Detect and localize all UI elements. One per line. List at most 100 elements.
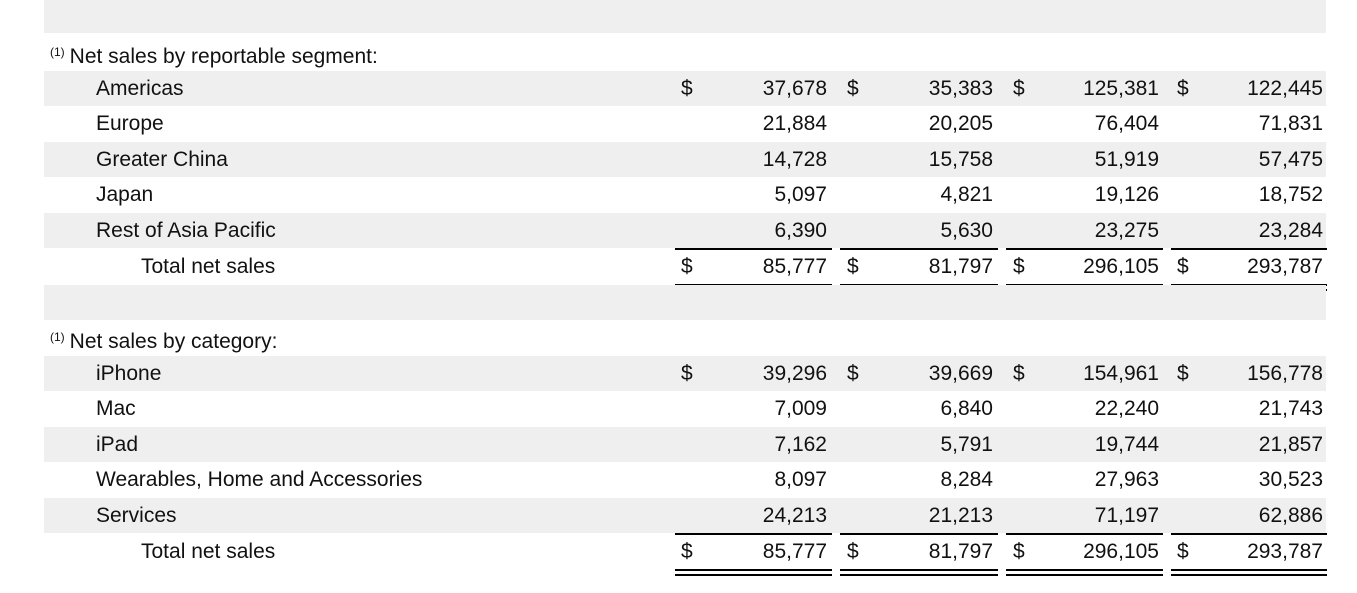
single-underline — [1171, 533, 1327, 535]
value-cell: 19,744 — [1094, 433, 1159, 456]
value-cell: 81,797 — [928, 255, 993, 278]
currency-symbol: $ — [847, 77, 859, 100]
value-cell: 24,213 — [762, 504, 827, 527]
single-underline — [1006, 248, 1163, 250]
footnote-marker: (1) — [50, 330, 65, 344]
double-underline — [840, 569, 998, 571]
single-underline — [1171, 248, 1327, 250]
double-underline — [1006, 569, 1163, 571]
value-cell: 21,213 — [928, 504, 993, 527]
value-cell: 81,797 — [928, 540, 993, 563]
value-cell: 71,197 — [1094, 504, 1159, 527]
value-cell: 62,886 — [1258, 504, 1323, 527]
table-row: Wearables, Home and Accessories 8,097 8,28… — [44, 462, 1326, 497]
table-row: Americas $37,678 $35,383 $125,381 $122,445 — [44, 71, 1326, 106]
footnote-marker: (1) — [50, 45, 65, 59]
double-underline — [675, 574, 832, 576]
section-heading: (1) Net sales by reportable segment: — [50, 35, 378, 70]
currency-symbol: $ — [1177, 255, 1189, 278]
row-label: Greater China — [96, 148, 228, 171]
currency-symbol: $ — [1177, 540, 1189, 563]
value-cell: 296,105 — [1083, 255, 1159, 278]
table-row: iPad 7,162 5,791 19,744 21,857 — [44, 427, 1326, 462]
double-underline — [1171, 574, 1327, 576]
value-cell: 7,162 — [774, 433, 827, 456]
total-label: Total net sales — [141, 255, 276, 278]
table-row: Services 24,213 21,213 71,197 62,886 — [44, 498, 1326, 533]
value-cell: 71,831 — [1258, 112, 1323, 135]
currency-symbol: $ — [1013, 362, 1025, 385]
value-cell: 20,205 — [928, 112, 993, 135]
value-cell: 125,381 — [1083, 77, 1159, 100]
table-row: Rest of Asia Pacific 6,390 5,630 23,275 23,2… — [44, 213, 1326, 248]
value-cell: 85,777 — [762, 540, 827, 563]
value-cell: 39,669 — [928, 362, 993, 385]
value-cell: 15,758 — [928, 148, 993, 171]
value-cell: 21,857 — [1258, 433, 1323, 456]
row-label: Americas — [96, 77, 184, 100]
value-cell: 5,791 — [940, 433, 993, 456]
value-cell: 35,383 — [928, 77, 993, 100]
row-label: Europe — [96, 112, 164, 135]
value-cell: 5,097 — [774, 183, 827, 206]
value-cell: 22,240 — [1094, 397, 1159, 420]
value-cell: 18,752 — [1258, 183, 1323, 206]
value-cell: 293,787 — [1247, 255, 1323, 278]
value-cell: 8,284 — [940, 468, 993, 491]
row-label: iPhone — [96, 362, 162, 385]
section-title: Net sales by reportable segment: — [69, 45, 378, 68]
value-cell: 5,630 — [940, 219, 993, 242]
table-row: Europe 21,884 20,205 76,404 71,831 — [44, 106, 1326, 141]
value-cell: 23,275 — [1094, 219, 1159, 242]
total-row: Total net sales $85,777 $81,797 $296,105 $29… — [44, 249, 1326, 284]
row-label: Wearables, Home and Accessories — [96, 468, 423, 491]
double-underline — [675, 569, 832, 571]
currency-symbol: $ — [847, 540, 859, 563]
value-cell: 51,919 — [1094, 148, 1159, 171]
value-cell: 156,778 — [1247, 362, 1323, 385]
value-cell: 19,126 — [1094, 183, 1159, 206]
row-label: Rest of Asia Pacific — [96, 219, 276, 242]
currency-symbol: $ — [681, 540, 693, 563]
value-cell: 39,296 — [762, 362, 827, 385]
table-row: Japan 5,097 4,821 19,126 18,752 — [44, 177, 1326, 212]
value-cell: 6,840 — [940, 397, 993, 420]
currency-symbol: $ — [1013, 255, 1025, 278]
currency-symbol: $ — [1013, 77, 1025, 100]
double-underline — [840, 574, 998, 576]
value-cell: 21,884 — [762, 112, 827, 135]
value-cell: 6,390 — [774, 219, 827, 242]
value-cell: 21,743 — [1258, 397, 1323, 420]
shaded-spacer — [44, 0, 1326, 33]
single-underline — [675, 248, 832, 250]
value-cell: 85,777 — [762, 255, 827, 278]
value-cell: 23,284 — [1258, 219, 1323, 242]
currency-symbol: $ — [1013, 540, 1025, 563]
row-label: Japan — [96, 183, 154, 206]
value-cell: 4,821 — [940, 183, 993, 206]
table-row: iPhone $39,296 $39,669 $154,961 $156,778 — [44, 356, 1326, 391]
value-cell: 296,105 — [1083, 540, 1159, 563]
section-title: Net sales by category: — [69, 330, 278, 353]
value-cell: 27,963 — [1094, 468, 1159, 491]
currency-symbol: $ — [681, 255, 693, 278]
row-label: Services — [96, 504, 177, 527]
single-underline — [840, 248, 998, 250]
value-cell: 8,097 — [774, 468, 827, 491]
currency-symbol: $ — [1177, 77, 1189, 100]
value-cell: 14,728 — [762, 148, 827, 171]
table-row: Mac 7,009 6,840 22,240 21,743 — [44, 391, 1326, 426]
value-cell: 293,787 — [1247, 540, 1323, 563]
currency-symbol: $ — [847, 362, 859, 385]
value-cell: 37,678 — [762, 77, 827, 100]
single-underline — [840, 533, 998, 535]
currency-symbol: $ — [681, 362, 693, 385]
total-label: Total net sales — [141, 540, 276, 563]
double-underline — [1171, 569, 1327, 571]
table-row: Greater China 14,728 15,758 51,919 57,475 — [44, 142, 1326, 177]
row-label: Mac — [96, 397, 136, 420]
currency-symbol: $ — [681, 77, 693, 100]
single-underline — [675, 533, 832, 535]
total-row: Total net sales $85,777 $81,797 $296,105 $29… — [44, 534, 1326, 569]
value-cell: 122,445 — [1247, 77, 1323, 100]
